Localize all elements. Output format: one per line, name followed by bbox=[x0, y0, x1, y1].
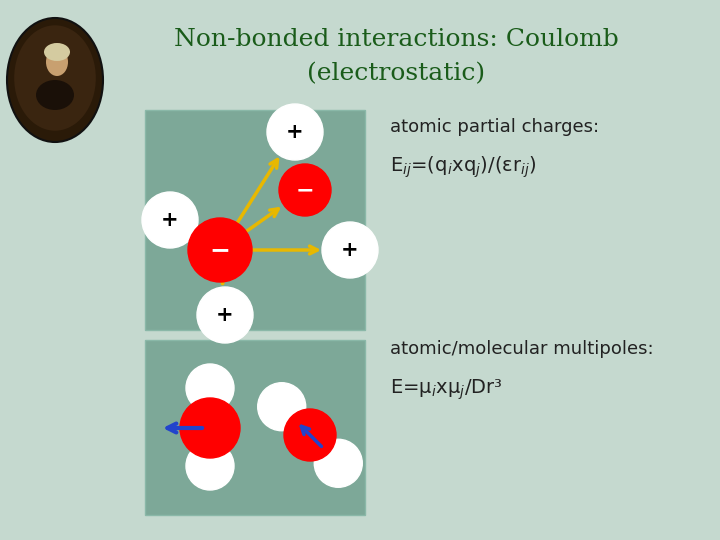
Text: (electrostatic): (electrostatic) bbox=[307, 62, 485, 85]
Circle shape bbox=[188, 218, 252, 282]
Text: +: + bbox=[161, 210, 179, 230]
Text: atomic partial charges:: atomic partial charges: bbox=[390, 118, 599, 136]
Ellipse shape bbox=[36, 80, 74, 110]
Circle shape bbox=[267, 104, 323, 160]
Circle shape bbox=[315, 439, 362, 487]
Text: +: + bbox=[341, 240, 359, 260]
Text: E=μ$_{i}$xμ$_{j}$/Dr³: E=μ$_{i}$xμ$_{j}$/Dr³ bbox=[390, 378, 503, 402]
Circle shape bbox=[186, 364, 234, 412]
Text: +: + bbox=[286, 122, 304, 142]
Circle shape bbox=[258, 383, 306, 431]
Circle shape bbox=[279, 164, 331, 216]
Ellipse shape bbox=[7, 18, 103, 142]
Text: −: − bbox=[210, 238, 230, 262]
Bar bbox=[145, 340, 365, 515]
Text: atomic/molecular multipoles:: atomic/molecular multipoles: bbox=[390, 340, 654, 358]
Circle shape bbox=[197, 287, 253, 343]
Text: Non-bonded interactions: Coulomb: Non-bonded interactions: Coulomb bbox=[174, 28, 618, 51]
Ellipse shape bbox=[14, 25, 96, 131]
Circle shape bbox=[180, 398, 240, 458]
Circle shape bbox=[142, 192, 198, 248]
Text: E$_{ij}$=(q$_{i}$xq$_{j}$)/(εr$_{ij}$): E$_{ij}$=(q$_{i}$xq$_{j}$)/(εr$_{ij}$) bbox=[390, 155, 536, 180]
Circle shape bbox=[284, 409, 336, 461]
Ellipse shape bbox=[44, 43, 70, 61]
Text: −: − bbox=[296, 180, 315, 200]
Ellipse shape bbox=[46, 48, 68, 76]
Circle shape bbox=[186, 442, 234, 490]
Bar bbox=[145, 110, 365, 330]
Circle shape bbox=[322, 222, 378, 278]
Text: +: + bbox=[216, 305, 234, 325]
